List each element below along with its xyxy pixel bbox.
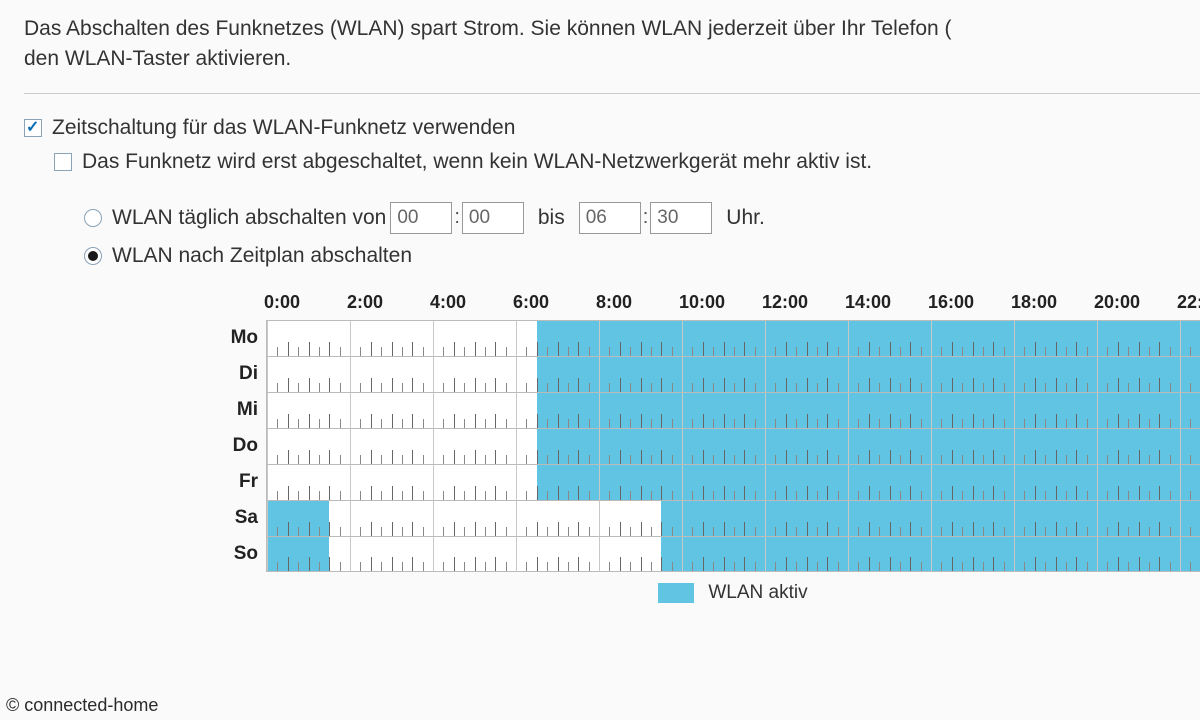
day-row[interactable]: Fr <box>214 464 1200 500</box>
checkbox-use-timer[interactable] <box>24 119 42 137</box>
radio-plan[interactable] <box>84 247 102 265</box>
label-uhr: Uhr. <box>726 206 765 230</box>
hour-label: 18:00 <box>1011 292 1057 313</box>
checkbox-wait-devices[interactable] <box>54 153 72 171</box>
hour-label: 4:00 <box>430 292 466 313</box>
intro-text: Das Abschalten des Funknetzes (WLAN) spa… <box>24 14 1200 75</box>
day-label: Fr <box>214 464 266 500</box>
hour-label: 22:00 <box>1177 292 1200 313</box>
day-row[interactable]: Mi <box>214 392 1200 428</box>
hour-label: 14:00 <box>845 292 891 313</box>
input-to-hour[interactable] <box>579 202 641 234</box>
day-row[interactable]: Do <box>214 428 1200 464</box>
colon-icon: : <box>643 206 649 229</box>
option-plan[interactable]: WLAN nach Zeitplan abschalten <box>84 244 1200 268</box>
intro-line2: den WLAN-Taster aktivieren. <box>24 47 291 70</box>
day-label: Do <box>214 428 266 464</box>
day-row[interactable]: So <box>214 536 1200 572</box>
label-use-timer: Zeitschaltung für das WLAN-Funknetz verw… <box>52 116 515 140</box>
input-to-min[interactable] <box>650 202 712 234</box>
day-track[interactable] <box>266 428 1200 464</box>
hour-header: 0:00 2:00 4:00 6:00 8:00 10:00 12:00 14:00 16:00… <box>266 292 1200 314</box>
option-use-timer[interactable]: Zeitschaltung für das WLAN-Funknetz verw… <box>24 116 1200 140</box>
hour-label: 2:00 <box>347 292 383 313</box>
input-from-min[interactable] <box>462 202 524 234</box>
day-track[interactable] <box>266 536 1200 572</box>
hour-label: 8:00 <box>596 292 632 313</box>
hour-label: 20:00 <box>1094 292 1140 313</box>
day-label: Sa <box>214 500 266 536</box>
day-row[interactable]: Mo <box>214 320 1200 356</box>
hour-label: 16:00 <box>928 292 974 313</box>
schedule: 0:00 2:00 4:00 6:00 8:00 10:00 12:00 14:00 16:00… <box>214 292 1200 604</box>
divider <box>24 93 1200 94</box>
label-daily-pre: WLAN täglich abschalten von <box>112 206 386 230</box>
colon-icon: : <box>454 206 460 229</box>
day-track[interactable] <box>266 356 1200 392</box>
input-from-hour[interactable] <box>390 202 452 234</box>
day-track[interactable] <box>266 500 1200 536</box>
option-wait-devices[interactable]: Das Funknetz wird erst abgeschaltet, wen… <box>54 150 1200 174</box>
legend: WLAN aktiv <box>266 582 1200 604</box>
day-track[interactable] <box>266 392 1200 428</box>
radio-daily[interactable] <box>84 209 102 227</box>
day-label: Di <box>214 356 266 392</box>
legend-label: WLAN aktiv <box>708 582 807 604</box>
hour-label: 12:00 <box>762 292 808 313</box>
day-label: Mi <box>214 392 266 428</box>
label-wait-devices: Das Funknetz wird erst abgeschaltet, wen… <box>82 150 872 174</box>
day-row[interactable]: Sa <box>214 500 1200 536</box>
hour-label: 6:00 <box>513 292 549 313</box>
schedule-grid[interactable]: MoDiMiDoFrSaSo <box>214 320 1200 572</box>
day-label: So <box>214 536 266 572</box>
hour-label: 0:00 <box>264 292 300 313</box>
copyright: © connected-home <box>6 695 158 716</box>
legend-swatch <box>658 583 694 603</box>
option-daily[interactable]: WLAN täglich abschalten von : bis : Uhr. <box>84 202 1200 234</box>
day-row[interactable]: Di <box>214 356 1200 392</box>
label-plan: WLAN nach Zeitplan abschalten <box>112 244 412 268</box>
label-bis: bis <box>538 206 565 230</box>
intro-line1: Das Abschalten des Funknetzes (WLAN) spa… <box>24 17 952 40</box>
hour-label: 10:00 <box>679 292 725 313</box>
day-track[interactable] <box>266 464 1200 500</box>
day-label: Mo <box>214 320 266 356</box>
day-track[interactable] <box>266 320 1200 356</box>
